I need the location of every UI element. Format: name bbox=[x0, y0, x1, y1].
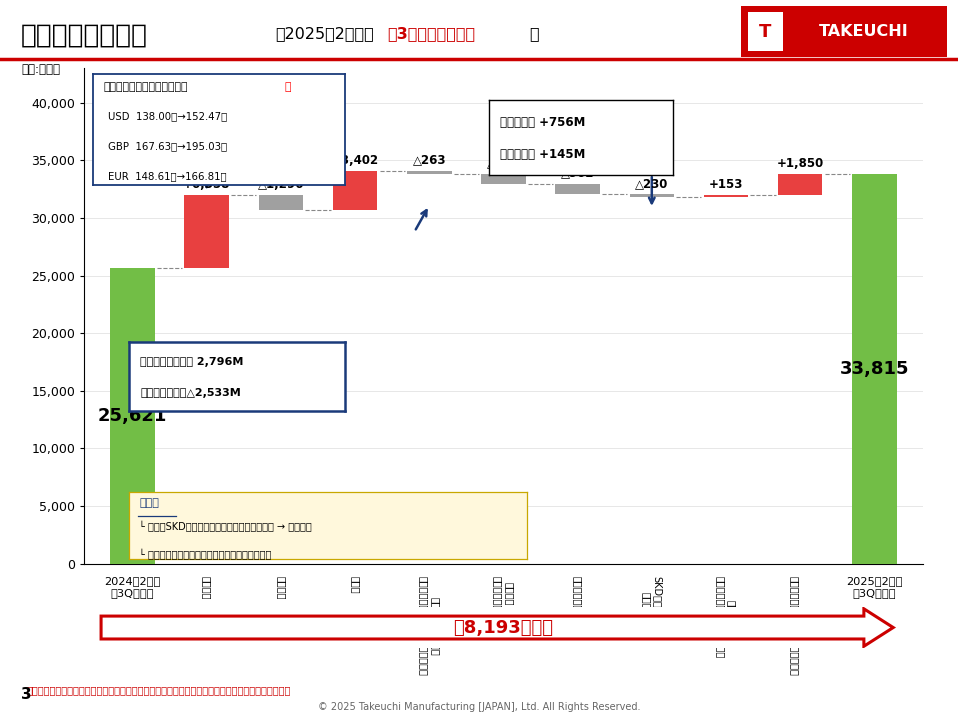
Bar bbox=[407, 171, 451, 174]
Text: └ お客様に販売するための完成品　　販売管理費: └ お客様に販売するための完成品 販売管理費 bbox=[139, 549, 272, 561]
Text: コストアップ・ダウン
（原材料価格・米国工場コスト改善）: コストアップ・ダウン （原材料価格・米国工場コスト改善） bbox=[419, 577, 440, 676]
Text: 販管費　　 +145M: 販管費 +145M bbox=[500, 148, 585, 161]
Text: +153: +153 bbox=[709, 178, 743, 191]
Text: 3: 3 bbox=[21, 687, 32, 702]
Text: ＋8,193百万円: ＋8,193百万円 bbox=[453, 618, 554, 637]
Text: +3,402: +3,402 bbox=[331, 154, 378, 167]
Text: GBP  167.63円→195.03円: GBP 167.63円→195.03円 bbox=[108, 141, 227, 151]
Bar bbox=[332, 171, 377, 210]
Text: 値上げ: 値上げ bbox=[350, 577, 360, 594]
Text: △1,296: △1,296 bbox=[258, 178, 304, 191]
Text: SKD生産に係る運搬費
（売上原価）: SKD生産に係る運搬費 （売上原価） bbox=[641, 577, 663, 643]
Text: ）: ） bbox=[529, 26, 538, 41]
Text: ＊: ＊ bbox=[285, 82, 291, 92]
Text: 33,815: 33,815 bbox=[839, 360, 909, 378]
Text: 減収効果: 減収効果 bbox=[276, 577, 285, 600]
Bar bbox=[110, 269, 155, 564]
Bar bbox=[778, 174, 822, 195]
Text: 売上原価　 +756M: 売上原価 +756M bbox=[500, 116, 585, 129]
Text: 25,621: 25,621 bbox=[98, 407, 168, 425]
Text: コストダウン　△2,533M: コストダウン △2,533M bbox=[140, 388, 240, 398]
Text: 単位:百万円: 単位:百万円 bbox=[21, 63, 60, 76]
Bar bbox=[259, 195, 303, 210]
FancyBboxPatch shape bbox=[748, 12, 783, 51]
Text: △902: △902 bbox=[560, 167, 594, 180]
Bar bbox=[852, 174, 897, 564]
Bar bbox=[556, 184, 600, 195]
FancyArrow shape bbox=[102, 609, 893, 646]
Text: └ 米国でSKD生産するための仕掛品　棚卸資産 → 売上原価: └ 米国でSKD生産するための仕掛品 棚卸資産 → 売上原価 bbox=[139, 521, 312, 533]
Bar bbox=[629, 195, 674, 197]
Text: 未実現利益を考慮したレート: 未実現利益を考慮したレート bbox=[103, 82, 188, 92]
Text: 第3四半期累計実績: 第3四半期累計実績 bbox=[387, 26, 475, 41]
Text: 営業利益増減要因: 営業利益増減要因 bbox=[21, 23, 148, 49]
Bar bbox=[185, 195, 229, 269]
Text: △230: △230 bbox=[635, 177, 669, 190]
Text: TAKEUCHI: TAKEUCHI bbox=[819, 24, 909, 39]
Bar bbox=[481, 174, 526, 184]
Text: ＊未実現利益を考慮したレート：日本から米英仏の販売子会社への輸送・在庫期間を考慮したレート: ＊未実現利益を考慮したレート：日本から米英仏の販売子会社への輸送・在庫期間を考慮… bbox=[27, 685, 291, 695]
Text: 2025年2月期
（3Q累計）: 2025年2月期 （3Q累計） bbox=[846, 577, 902, 598]
Text: © 2025 Takeuchi Manufacturing [JAPAN], Ltd. All Rights Reserved.: © 2025 Takeuchi Manufacturing [JAPAN], L… bbox=[318, 702, 640, 712]
Text: 販管費の減少
（為替影響・人的資本のぞく）: 販管費の減少 （為替影響・人的資本のぞく） bbox=[716, 577, 737, 658]
Text: （2025年2月期・: （2025年2月期・ bbox=[275, 26, 374, 41]
Text: 為替影響: 為替影響 bbox=[202, 577, 212, 600]
Bar bbox=[704, 195, 748, 197]
Text: 青木工場
減価償却費等: 青木工場 減価償却費等 bbox=[492, 577, 514, 612]
Text: +6,358: +6,358 bbox=[183, 178, 230, 191]
Text: △878: △878 bbox=[487, 157, 520, 169]
Text: コストアップ　＋ 2,796M: コストアップ ＋ 2,796M bbox=[140, 358, 243, 368]
Text: 2024年2月期
（3Q累計）: 2024年2月期 （3Q累計） bbox=[104, 577, 161, 598]
Text: △263: △263 bbox=[413, 154, 446, 167]
Text: T: T bbox=[759, 22, 771, 41]
Text: 運搬費: 運搬費 bbox=[139, 498, 159, 508]
Text: +1,850: +1,850 bbox=[777, 157, 824, 169]
Text: USD  138.00円→152.47円: USD 138.00円→152.47円 bbox=[108, 111, 227, 121]
Text: その他
（製品構成・顧客構成の変化を含む）: その他 （製品構成・顧客構成の変化を含む） bbox=[789, 577, 811, 676]
Text: EUR  148.61円→166.81円: EUR 148.61円→166.81円 bbox=[108, 171, 227, 181]
Text: 人的資本への投資: 人的資本への投資 bbox=[573, 577, 582, 623]
